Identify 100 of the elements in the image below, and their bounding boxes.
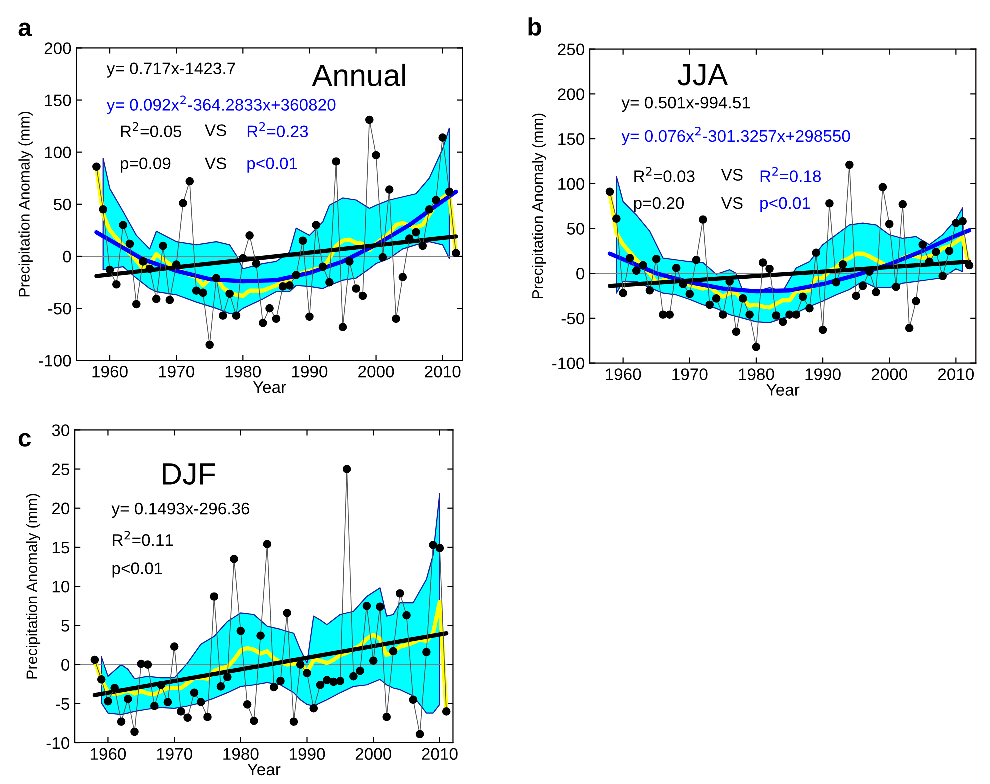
y-tick-label: 25	[52, 464, 70, 476]
point	[425, 205, 434, 214]
point	[372, 151, 380, 160]
x-tick-label: 1980	[226, 366, 262, 378]
annotation: p=0.20	[634, 197, 684, 213]
point	[292, 271, 301, 280]
point	[792, 310, 801, 320]
point	[938, 272, 948, 280]
point	[139, 258, 148, 266]
x-axis-title: Year	[766, 384, 800, 396]
point	[350, 672, 358, 681]
point	[845, 160, 854, 170]
point	[150, 702, 159, 710]
y-tick-label: 150	[558, 133, 585, 146]
point	[945, 247, 954, 256]
point	[619, 289, 628, 298]
point	[418, 242, 428, 250]
text: c	[18, 433, 32, 447]
point	[312, 221, 321, 230]
annotation: p<0.01	[112, 562, 162, 578]
y-tick-label: -5	[56, 698, 70, 710]
point	[905, 324, 914, 332]
chart-title: JJA	[678, 64, 728, 86]
point	[157, 680, 166, 690]
y-tick-label: 0	[576, 268, 585, 280]
point	[152, 295, 161, 304]
point	[330, 678, 338, 686]
point	[206, 340, 214, 350]
text: DJF	[163, 464, 216, 485]
point	[952, 219, 960, 228]
annotation: y= 0.092x$^{2}$-364.2833x+360820	[106, 96, 336, 114]
point	[266, 304, 274, 313]
y-tick-label: 5	[62, 620, 70, 632]
point	[310, 704, 318, 713]
point	[243, 700, 252, 709]
annotation: y= 0.501x-994.51	[622, 96, 750, 112]
text: b	[528, 18, 542, 36]
point	[362, 602, 372, 610]
point	[436, 544, 444, 552]
point	[396, 589, 404, 598]
point	[832, 278, 841, 287]
annotation: R$^{2}$=0.18	[760, 167, 822, 182]
point	[345, 258, 354, 266]
point	[878, 183, 888, 192]
point	[812, 248, 821, 258]
point	[438, 134, 448, 142]
annotation: p<0.01	[760, 197, 810, 213]
point	[442, 708, 451, 716]
x-tick-label: 1960	[606, 368, 642, 380]
y-tick-label: 0	[62, 659, 70, 671]
point	[965, 261, 974, 270]
point	[752, 342, 761, 352]
point	[358, 292, 368, 300]
y-tick-label: 20	[52, 502, 70, 515]
point	[90, 656, 100, 664]
point	[117, 718, 126, 726]
point	[652, 255, 661, 264]
point	[356, 666, 365, 676]
y-tick-label: 0	[63, 250, 72, 263]
y-tick-label: 50	[567, 223, 585, 235]
annotation: VS	[204, 124, 226, 136]
point	[204, 713, 212, 722]
point	[124, 695, 132, 704]
point	[238, 254, 248, 263]
x-tick-label: 2010	[422, 748, 458, 760]
y-tick-label: 200	[558, 88, 585, 100]
x-axis-title: Year	[248, 764, 281, 776]
point	[706, 300, 714, 310]
point	[692, 256, 701, 264]
y-tick-label: 150	[45, 94, 72, 106]
point	[119, 221, 128, 230]
point	[177, 708, 186, 716]
point	[132, 300, 141, 309]
point	[99, 205, 108, 214]
point	[106, 266, 114, 274]
point	[336, 677, 345, 686]
point	[270, 683, 278, 692]
x-tick-label: 2010	[425, 366, 461, 378]
point	[416, 730, 424, 739]
point	[852, 292, 860, 300]
y-tick-label: -100	[39, 355, 72, 367]
point	[172, 260, 181, 269]
point	[732, 328, 741, 336]
y-tick-label: 250	[558, 44, 585, 56]
point	[144, 660, 152, 669]
point	[286, 281, 294, 290]
point	[398, 273, 408, 282]
annotation: y= 0.717x-1423.7	[106, 62, 236, 78]
point	[278, 282, 288, 291]
y-tick-label: 200	[44, 42, 72, 54]
point	[746, 310, 754, 320]
point	[912, 297, 920, 306]
point	[219, 312, 228, 320]
annotation: R$^{2}$=0.05	[121, 122, 182, 138]
point	[369, 656, 378, 666]
x-tick-label: 2000	[872, 368, 908, 380]
x-tick-label: 2010	[938, 368, 974, 380]
point	[137, 660, 146, 668]
y-tick-label: 50	[54, 198, 72, 211]
y-tick-label: 100	[45, 146, 72, 159]
